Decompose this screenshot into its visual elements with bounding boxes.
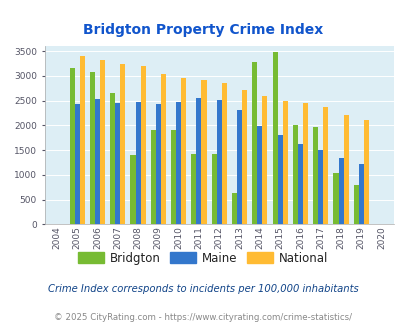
Bar	[257, 126, 262, 224]
Bar	[358, 163, 363, 224]
Bar	[115, 103, 120, 224]
Bar	[196, 98, 201, 224]
Bar	[181, 79, 186, 224]
Bar	[302, 103, 307, 224]
Bar	[160, 74, 166, 224]
Bar	[343, 115, 348, 224]
Bar	[318, 150, 322, 224]
Bar	[156, 104, 160, 224]
Bar	[292, 125, 297, 224]
Bar	[231, 193, 237, 224]
Bar	[75, 104, 79, 224]
Bar	[69, 69, 75, 224]
Bar	[282, 101, 287, 224]
Bar	[90, 72, 95, 224]
Bar	[135, 102, 140, 224]
Bar	[95, 99, 100, 224]
Bar	[272, 51, 277, 224]
Bar	[79, 56, 85, 224]
Text: Bridgton Property Crime Index: Bridgton Property Crime Index	[83, 23, 322, 37]
Bar	[353, 185, 358, 224]
Bar	[297, 144, 302, 224]
Bar	[201, 80, 206, 224]
Bar	[333, 173, 338, 224]
Text: Crime Index corresponds to incidents per 100,000 inhabitants: Crime Index corresponds to incidents per…	[47, 284, 358, 294]
Bar	[252, 62, 257, 224]
Bar	[110, 93, 115, 224]
Bar	[338, 158, 343, 224]
Bar	[120, 64, 125, 224]
Bar	[322, 107, 328, 224]
Text: © 2025 CityRating.com - https://www.cityrating.com/crime-statistics/: © 2025 CityRating.com - https://www.city…	[54, 313, 351, 322]
Bar	[140, 67, 145, 224]
Bar	[130, 155, 135, 224]
Bar	[191, 154, 196, 224]
Bar	[171, 130, 176, 224]
Bar	[262, 96, 267, 224]
Bar	[100, 59, 105, 224]
Bar	[277, 135, 282, 224]
Bar	[176, 102, 181, 224]
Legend: Bridgton, Maine, National: Bridgton, Maine, National	[73, 247, 332, 269]
Bar	[216, 100, 221, 224]
Bar	[221, 83, 226, 224]
Bar	[312, 127, 318, 224]
Bar	[211, 154, 216, 224]
Bar	[237, 110, 241, 224]
Bar	[363, 120, 368, 224]
Bar	[150, 130, 156, 224]
Bar	[241, 90, 247, 224]
